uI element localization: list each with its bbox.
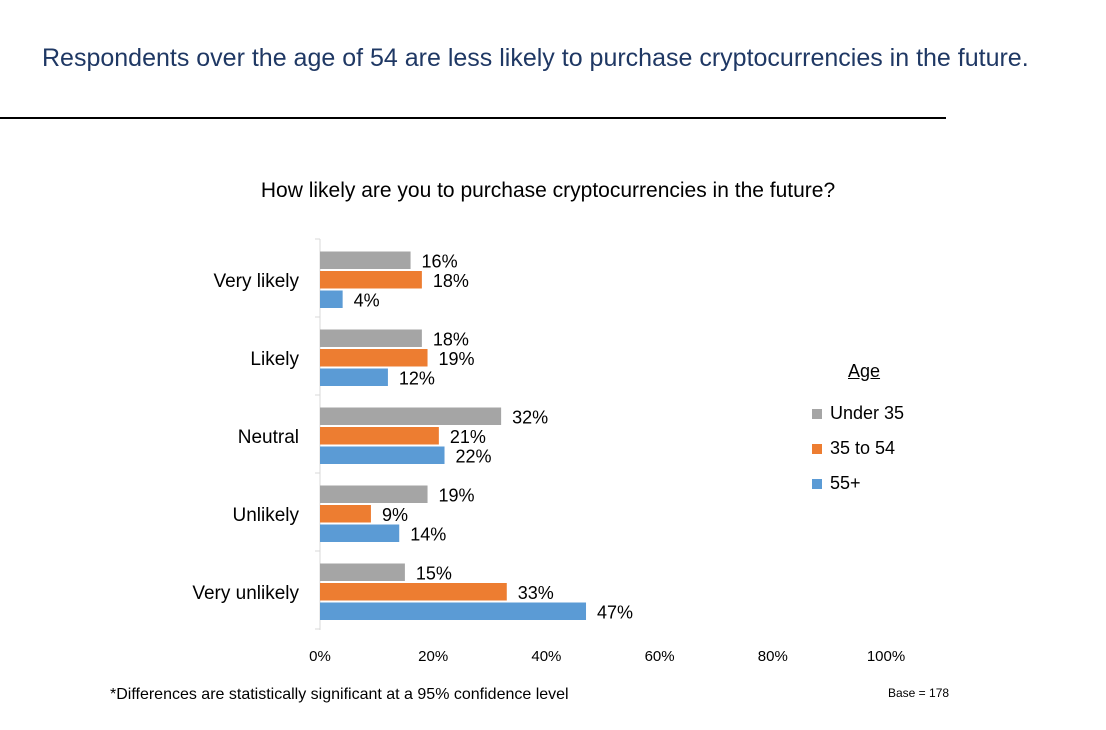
bar-very-unlikely-35-to-54 [320, 583, 507, 601]
x-tick-label: 80% [758, 648, 788, 665]
bar-very-likely-55 [320, 290, 343, 308]
data-label-likely-35-to-54: 19% [439, 349, 475, 369]
data-label-unlikely-35-to-54: 9% [382, 505, 408, 525]
data-label-very-likely-55: 4% [354, 290, 380, 310]
bar-neutral-under-35 [320, 407, 502, 425]
legend-swatch-55-plus [812, 478, 822, 489]
bar-unlikely-35-to-54 [320, 505, 371, 523]
legend-swatch-35-to-54 [812, 443, 822, 454]
x-tick-label: 40% [531, 648, 561, 665]
data-label-very-unlikely-35-to-54: 33% [518, 583, 554, 603]
data-label-very-likely-35-to-54: 18% [433, 271, 469, 291]
bar-very-likely-35-to-54 [320, 271, 422, 289]
legend-item-35-to-54: 35 to 54 [812, 431, 904, 466]
legend-label-35-to-54: 35 to 54 [830, 438, 896, 458]
x-tick-label: 0% [309, 648, 331, 665]
bar-likely-35-to-54 [320, 349, 428, 367]
x-tick-label: 60% [645, 648, 675, 665]
data-label-neutral-55: 22% [456, 446, 492, 466]
bar-very-unlikely-under-35 [320, 563, 405, 581]
headline: Respondents over the age of 54 are less … [42, 44, 1029, 72]
category-label-unlikely: Unlikely [232, 505, 299, 526]
data-label-likely-under-35: 18% [433, 329, 469, 349]
category-label-likely: Likely [250, 349, 299, 370]
bar-neutral-35-to-54 [320, 427, 439, 445]
data-label-very-likely-under-35: 16% [422, 251, 458, 271]
data-label-unlikely-under-35: 19% [439, 485, 475, 505]
data-label-very-unlikely-55: 47% [597, 602, 633, 622]
bar-neutral-55 [320, 446, 445, 464]
data-label-likely-55: 12% [399, 368, 435, 388]
bar-unlikely-55 [320, 524, 400, 542]
chart-title: How likely are you to purchase cryptocur… [260, 179, 836, 202]
legend-label-under-35: Under 35 [830, 403, 905, 423]
legend-item-under-35: Under 35 [812, 396, 904, 431]
category-label-neutral: Neutral [238, 427, 299, 448]
category-label-very-unlikely: Very unlikely [192, 583, 299, 604]
bar-very-likely-under-35 [320, 251, 411, 269]
base-size: Base = 178 [888, 686, 950, 700]
data-label-neutral-under-35: 32% [512, 407, 548, 427]
bar-unlikely-under-35 [320, 485, 428, 503]
data-label-unlikely-55: 14% [410, 524, 446, 544]
footnote: *Differences are statistically significa… [110, 686, 569, 703]
data-label-very-unlikely-under-35: 15% [416, 563, 452, 583]
legend-swatch-under-35 [812, 408, 822, 419]
x-tick-label: 100% [867, 648, 905, 665]
bar-very-unlikely-55 [320, 602, 587, 620]
bar-likely-55 [320, 368, 388, 386]
legend-item-55-plus: 55+ [812, 466, 904, 501]
divider-rule [0, 117, 946, 119]
x-tick-label: 20% [418, 648, 448, 665]
legend-title: Age [848, 361, 881, 381]
bar-likely-under-35 [320, 329, 422, 347]
data-label-neutral-35-to-54: 21% [450, 427, 486, 447]
legend: Age Under 35 35 to 54 55+ [812, 361, 904, 501]
category-label-very-likely: Very likely [213, 271, 299, 292]
legend-label-55-plus: 55+ [830, 473, 861, 493]
